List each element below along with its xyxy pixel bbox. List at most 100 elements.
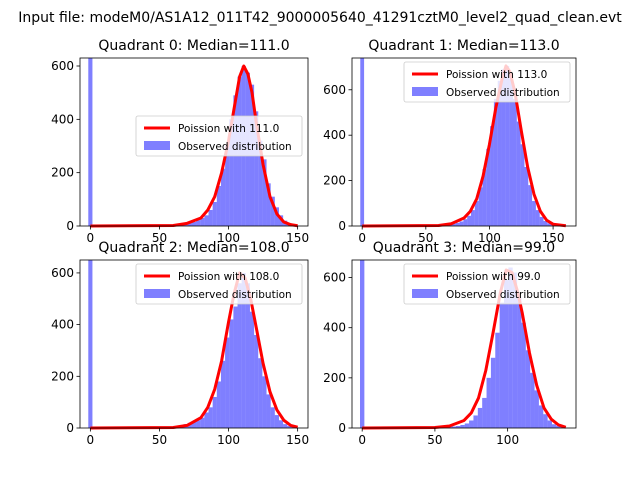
histogram-bar xyxy=(283,424,288,428)
histogram-bar xyxy=(532,201,536,226)
x-tick-label: 0 xyxy=(87,433,95,447)
legend-box xyxy=(403,61,571,103)
histogram-bar xyxy=(270,407,275,428)
histogram-bar xyxy=(504,280,509,428)
histogram-bar xyxy=(521,322,526,428)
histogram-bar xyxy=(482,169,487,226)
histogram-bar xyxy=(552,424,557,428)
y-tick-label: 400 xyxy=(51,112,74,126)
legend-label-observed: Observed distribution xyxy=(178,289,292,301)
legend-label-observed: Observed distribution xyxy=(446,289,560,301)
histogram-bar xyxy=(477,407,483,428)
legend-bar-swatch xyxy=(144,141,170,150)
histogram-bar xyxy=(233,95,238,226)
histogram-bar xyxy=(196,220,201,226)
histogram-bar xyxy=(478,187,483,226)
histogram-bar xyxy=(241,272,246,428)
histogram-bar xyxy=(534,390,539,428)
histogram-bar xyxy=(463,219,468,226)
quadrant-1-panel: Quadrant 1: Median=113.0 0 50 100 150 0 200 400… xyxy=(323,38,577,245)
x-tick-label: 50 xyxy=(152,231,167,245)
y-tick-label: 200 xyxy=(51,369,74,383)
histogram-bar xyxy=(517,297,522,428)
histogram-bar xyxy=(467,215,471,226)
x-tick-label: 100 xyxy=(496,433,519,447)
histogram-bar xyxy=(200,218,205,226)
y-tick-label: 600 xyxy=(323,271,346,285)
histogram-bar xyxy=(530,372,535,428)
histogram-bar xyxy=(455,222,460,226)
histogram-bar xyxy=(233,306,238,428)
y-tick-label: 400 xyxy=(323,128,346,142)
histogram-bar xyxy=(486,377,491,428)
histogram-bar xyxy=(266,183,271,226)
histogram-bar xyxy=(451,426,456,428)
histogram-bar xyxy=(528,185,533,226)
chart-title: Quadrant 3: Median=99.0 xyxy=(373,240,555,256)
histogram-bar xyxy=(490,126,494,226)
x-tick-label: 0 xyxy=(358,433,366,447)
x-tick-label: 0 xyxy=(87,231,95,245)
histogram-bar xyxy=(556,425,561,428)
histogram-bar xyxy=(516,121,521,226)
histogram-bar xyxy=(204,215,209,226)
histogram-bar xyxy=(469,420,474,428)
y-tick-label: 600 xyxy=(51,59,74,73)
histogram-bar xyxy=(266,394,271,428)
histogram-bar xyxy=(505,65,510,226)
histogram-bar xyxy=(208,210,213,226)
y-tick-label: 0 xyxy=(66,421,74,435)
histogram-bar xyxy=(525,350,531,428)
histogram-bar xyxy=(262,376,267,428)
histogram-bar xyxy=(495,332,500,428)
histogram-bar xyxy=(497,80,502,227)
histogram-bar xyxy=(274,207,279,226)
histogram-bar xyxy=(204,412,209,428)
histogram-bar xyxy=(229,119,234,226)
histogram-bar xyxy=(212,202,217,226)
histogram-bar xyxy=(229,319,234,428)
legend-bar-swatch xyxy=(412,289,438,298)
histogram-bar xyxy=(88,58,93,226)
histogram-bar xyxy=(225,146,230,226)
histogram-bar xyxy=(262,159,267,226)
x-tick-label: 100 xyxy=(478,231,501,245)
legend-label-poisson: Poission with 113.0 xyxy=(446,69,547,81)
x-tick-label: 100 xyxy=(217,433,240,447)
histogram-bar xyxy=(474,201,479,226)
histogram-bar xyxy=(191,222,197,226)
histogram-bar xyxy=(482,397,487,428)
histogram-bar xyxy=(237,283,242,428)
y-tick-label: 400 xyxy=(323,321,346,335)
histogram-bar xyxy=(538,405,544,428)
x-tick-label: 50 xyxy=(427,433,442,447)
histogram-bar xyxy=(535,210,540,226)
histogram-bar xyxy=(360,58,365,226)
y-tick-label: 200 xyxy=(323,371,346,385)
histogram-bar xyxy=(543,221,548,226)
histogram-bar xyxy=(459,221,464,226)
y-tick-label: 200 xyxy=(323,174,346,188)
y-tick-label: 0 xyxy=(66,219,74,233)
legend-label-observed: Observed distribution xyxy=(178,141,292,153)
legend-box xyxy=(135,263,303,305)
legend-label-observed: Observed distribution xyxy=(446,87,560,99)
y-tick-label: 200 xyxy=(51,166,74,180)
quadrant-3-panel: Quadrant 3: Median=99.0 0 50 100 0 200 400 600 P… xyxy=(323,240,577,447)
legend-label-poisson: Poission with 108.0 xyxy=(178,271,279,283)
histogram-bar xyxy=(464,423,470,428)
histogram-bar xyxy=(547,223,552,226)
histogram-bar xyxy=(270,196,275,226)
histogram-bar xyxy=(451,223,456,226)
legend-bar-swatch xyxy=(144,289,170,298)
axes-frame xyxy=(351,259,577,429)
y-tick-label: 400 xyxy=(51,318,74,332)
histogram-bar xyxy=(539,216,544,226)
chart-title: Quadrant 2: Median=108.0 xyxy=(98,240,289,256)
histogram-bar xyxy=(473,415,478,428)
y-tick-label: 600 xyxy=(323,83,346,97)
chart-title: Quadrant 1: Median=113.0 xyxy=(368,38,559,54)
histogram-bar xyxy=(493,98,498,226)
histogram-bar xyxy=(225,337,230,428)
histogram-bar xyxy=(208,407,213,428)
